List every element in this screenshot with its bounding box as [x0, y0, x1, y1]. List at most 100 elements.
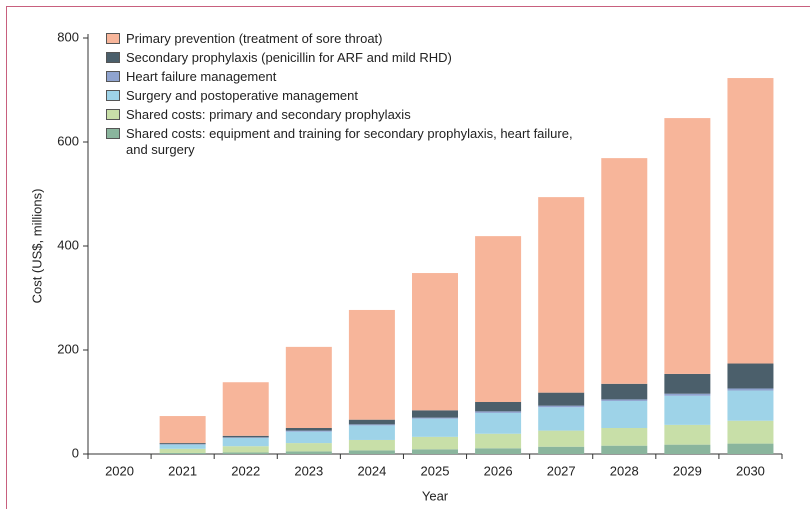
bar-segment	[601, 383, 648, 400]
bar-segment	[475, 402, 522, 412]
legend-swatch	[106, 71, 120, 82]
bar-segment	[538, 405, 585, 408]
bar-segment	[475, 433, 522, 449]
bar-segment	[538, 392, 585, 406]
bar-segment	[285, 443, 332, 452]
bar-segment	[285, 451, 332, 454]
bar-segment	[664, 424, 711, 445]
legend-label: Heart failure management	[126, 69, 277, 84]
bar-segment	[412, 273, 458, 411]
bar-segment	[348, 419, 395, 425]
bar-segment	[159, 444, 206, 449]
bar-segment	[727, 388, 774, 391]
legend-item: Primary prevention (treatment of sore th…	[106, 31, 576, 47]
bar-segment	[222, 435, 269, 438]
bar-segment	[601, 445, 648, 454]
bar-segment	[727, 420, 774, 444]
bar-segment	[285, 430, 332, 432]
bar-segment	[159, 448, 206, 453]
legend-label: Surgery and postoperative management	[126, 88, 358, 103]
legend-item: Secondary prophylaxis (penicillin for AR…	[106, 50, 576, 66]
bar-segment	[159, 416, 206, 444]
legend-label: Shared costs: equipment and training for…	[126, 126, 573, 157]
legend-swatch	[106, 109, 120, 120]
frame	[6, 6, 810, 509]
bar-segment	[475, 411, 522, 413]
x-tick-label: 2028	[610, 463, 639, 478]
x-tick-label: 2027	[547, 463, 576, 478]
x-tick-label: 2025	[421, 463, 450, 478]
bar-segment	[727, 390, 774, 421]
legend: Primary prevention (treatment of sore th…	[106, 31, 576, 161]
bar-segment	[664, 373, 711, 394]
legend-label: Shared costs: primary and secondary prop…	[126, 107, 411, 122]
bar-segment	[601, 400, 648, 428]
legend-swatch	[106, 128, 120, 139]
bar-segment	[159, 444, 206, 445]
x-tick-label: 2020	[105, 463, 134, 478]
legend-item: Shared costs: primary and secondary prop…	[106, 107, 576, 123]
bar-segment	[727, 363, 774, 389]
y-tick-label: 800	[57, 29, 79, 44]
bar-segment	[601, 158, 648, 384]
legend-swatch	[106, 52, 120, 63]
bar-segment	[222, 452, 269, 454]
legend-item: Heart failure management	[106, 69, 576, 85]
bar-segment	[601, 399, 648, 401]
bar-segment	[412, 418, 458, 437]
y-tick-label: 200	[57, 341, 79, 356]
legend-swatch	[106, 33, 120, 44]
x-tick-label: 2029	[673, 463, 702, 478]
bar-segment	[159, 452, 206, 454]
x-tick-label: 2023	[294, 463, 323, 478]
y-axis-label: Cost (US$, millions)	[29, 189, 44, 304]
bar-segment	[348, 309, 395, 420]
bar-segment	[475, 448, 522, 454]
bar-segment	[538, 446, 585, 454]
bar-segment	[412, 449, 458, 454]
x-tick-label: 2026	[484, 463, 513, 478]
bar-segment	[727, 78, 774, 364]
bar-segment	[222, 437, 269, 447]
bar-segment	[412, 436, 458, 450]
bar-segment	[348, 425, 395, 440]
x-tick-label: 2022	[231, 463, 260, 478]
bar-segment	[285, 428, 332, 431]
bar-segment	[222, 437, 269, 438]
x-tick-label: 2021	[168, 463, 197, 478]
bar-segment	[664, 395, 711, 425]
bar-segment	[538, 197, 585, 393]
bar-segment	[601, 428, 648, 446]
bar-segment	[285, 431, 332, 444]
bar-segment	[159, 443, 206, 445]
bar-segment	[538, 430, 585, 447]
y-tick-label: 400	[57, 237, 79, 252]
bar-segment	[348, 450, 395, 454]
legend-label: Primary prevention (treatment of sore th…	[126, 31, 383, 46]
bar-segment	[222, 446, 269, 453]
bar-segment	[664, 444, 711, 454]
y-tick-label: 0	[72, 445, 79, 460]
bar-segment	[285, 346, 332, 428]
bar-segment	[222, 382, 269, 436]
bar-segment	[538, 407, 585, 431]
x-tick-label: 2024	[357, 463, 386, 478]
x-axis-label: Year	[422, 488, 449, 503]
legend-item: Shared costs: equipment and training for…	[106, 126, 576, 158]
bar-segment	[348, 439, 395, 451]
legend-label: Secondary prophylaxis (penicillin for AR…	[126, 50, 452, 65]
bar-segment	[412, 417, 458, 419]
bar-segment	[664, 393, 711, 396]
legend-swatch	[106, 90, 120, 101]
x-tick-label: 2030	[736, 463, 765, 478]
bar-segment	[475, 236, 522, 402]
bar-segment	[412, 410, 458, 418]
y-tick-label: 600	[57, 133, 79, 148]
legend-item: Surgery and postoperative management	[106, 88, 576, 104]
bar-segment	[664, 118, 711, 374]
bar-segment	[475, 412, 522, 434]
bar-segment	[348, 424, 395, 426]
bar-segment	[727, 443, 774, 454]
